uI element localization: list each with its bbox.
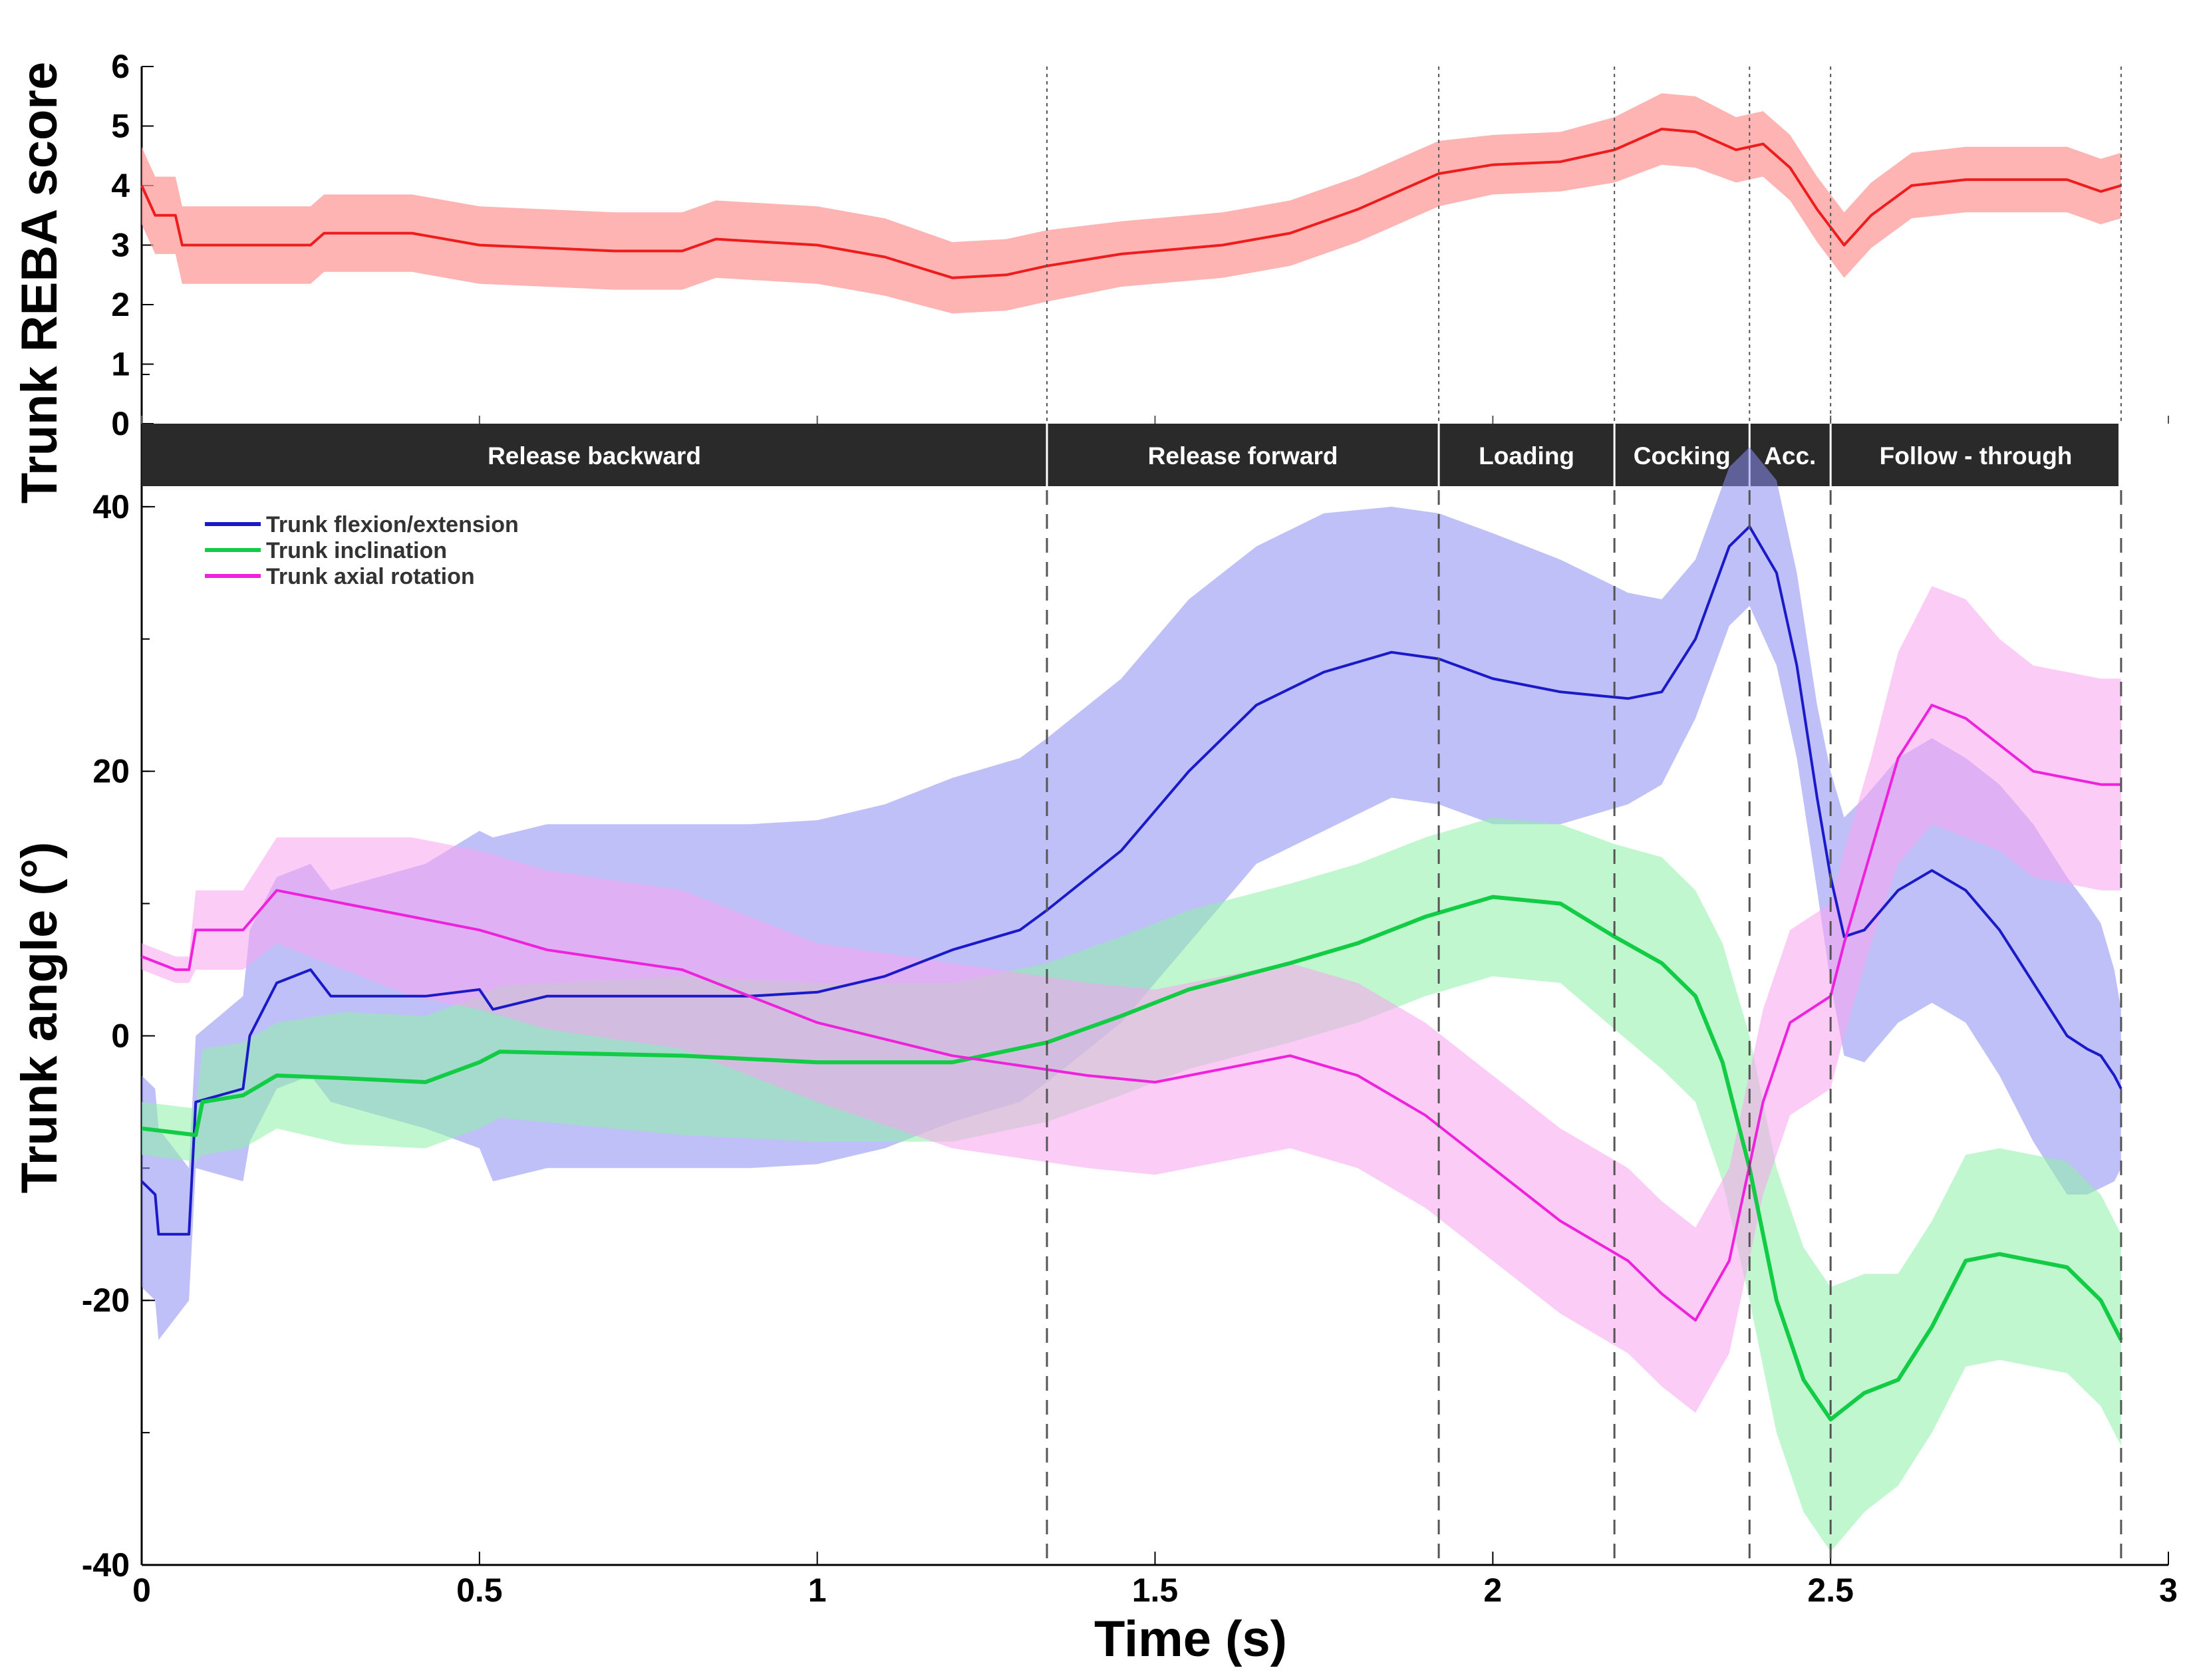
top-y-tick-label-6: 6	[111, 48, 130, 85]
phase-label-1: Release forward	[1148, 442, 1338, 470]
top-y-tick-label-3: 3	[111, 227, 130, 264]
x-tick-label-2: 1	[808, 1572, 827, 1609]
top-lines	[140, 128, 2122, 279]
top-band-0	[142, 93, 2121, 314]
top-series-line-0	[140, 128, 2122, 279]
x-tick-label-1: 0.5	[456, 1572, 503, 1609]
bottom-phase-dividers	[1046, 490, 2122, 1565]
phase-bar: Release backward Release forward Loading Co…	[142, 424, 2118, 486]
legend-label-0: Trunk flexion/extension	[266, 512, 519, 537]
phase-label-5: Follow - through	[1880, 442, 2073, 470]
top-y-tick-label-4: 4	[111, 167, 130, 204]
top-y-ticks: 0 1 2 3 4 5 6	[111, 48, 2169, 442]
phase-bar-background	[142, 424, 2118, 486]
phase-label-3: Cocking	[1634, 442, 1731, 470]
top-panel: 0 1 2 3 4 5 6 Trunk REBA score	[11, 48, 2169, 503]
x-axis-title: Time (s)	[1094, 1611, 1287, 1667]
top-bands	[142, 93, 2121, 314]
bottom-y-tick-label-4: 40	[92, 488, 130, 525]
x-tick-label-6: 3	[2159, 1572, 2178, 1609]
bottom-ticks: -40 -20 0 20 40 0 0.5 1 1.5 2 2.5 3	[82, 374, 2178, 1609]
series-line-trunk-flexion-extension	[140, 525, 2122, 1236]
bottom-y-tick-label-3: 20	[92, 753, 130, 790]
series-line-trunk-inclination	[141, 895, 2123, 1422]
top-y-tick-label-1: 1	[111, 346, 130, 383]
legend-label-2: Trunk axial rotation	[266, 564, 475, 589]
top-y-axis-title: Trunk REBA score	[11, 62, 68, 503]
x-tick-label-3: 1.5	[1132, 1572, 1179, 1609]
x-tick-label-4: 2	[1483, 1572, 1502, 1609]
bottom-bands	[142, 447, 2121, 1552]
x-tick-label-5: 2.5	[1807, 1572, 1854, 1609]
bottom-y-tick-label-0: -40	[82, 1546, 130, 1584]
top-y-tick-label-0: 0	[111, 405, 130, 442]
bottom-panel: -40 -20 0 20 40 0 0.5 1 1.5 2 2.5 3 Trunk angle (°)…	[11, 374, 2178, 1667]
bottom-y-tick-label-1: -20	[82, 1282, 130, 1319]
x-tick-label-0: 0	[132, 1572, 151, 1609]
bottom-band-2	[142, 586, 2121, 1413]
legend-label-1: Trunk inclination	[266, 538, 447, 563]
bottom-y-axis-title: Trunk angle (°)	[11, 842, 68, 1194]
top-y-tick-label-5: 5	[111, 108, 130, 145]
phase-label-0: Release backward	[488, 442, 701, 470]
bottom-lines	[140, 525, 2123, 1422]
bottom-y-tick-label-2: 0	[111, 1017, 130, 1054]
top-y-tick-label-2: 2	[111, 286, 130, 323]
phase-label-2: Loading	[1479, 442, 1574, 470]
phase-label-4: Acc.	[1764, 442, 1816, 470]
series-line-trunk-axial-rotation	[141, 704, 2121, 1322]
top-phase-dividers	[1046, 67, 2122, 424]
